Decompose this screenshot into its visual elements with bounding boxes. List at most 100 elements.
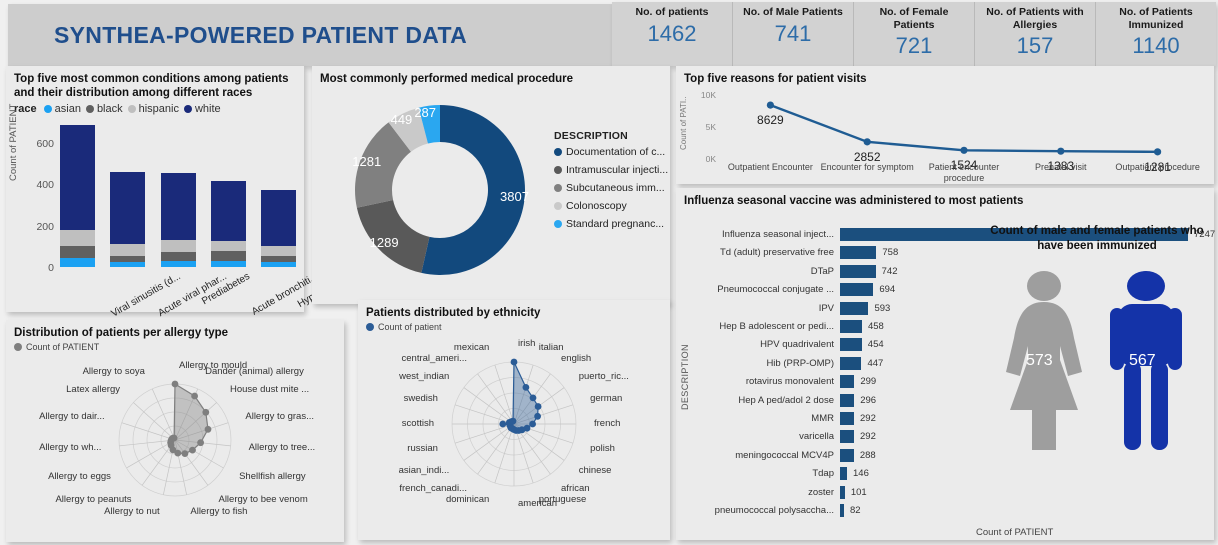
kpi-card-male-patients[interactable]: No. of Male Patients 741 — [733, 2, 854, 66]
vaccine-bar-row[interactable]: IPV 593 — [690, 300, 890, 317]
radar-data-point[interactable] — [499, 420, 507, 428]
vaccine-bar-row[interactable]: Pneumococcal conjugate ... 694 — [690, 281, 895, 298]
vaccine-bar-row[interactable]: MMR 292 — [690, 410, 876, 427]
donut-slice[interactable] — [355, 122, 411, 208]
legend-item[interactable]: Intramuscular injecti... — [554, 164, 668, 176]
bar-segment-black[interactable] — [160, 251, 196, 261]
kpi-card-immunized-patients[interactable]: No. of Patients Immunized 1140 — [1096, 2, 1216, 66]
vaccine-bar[interactable] — [840, 356, 862, 370]
vaccine-bar[interactable] — [840, 228, 1188, 242]
vaccine-bar-row[interactable]: HPV quadrivalent 454 — [690, 336, 884, 353]
radar-data-point[interactable] — [181, 450, 189, 458]
vaccine-bar[interactable] — [840, 467, 847, 481]
conditions-chart-card[interactable]: Top five most common conditions among pa… — [6, 66, 352, 320]
ethnicity-chart-card[interactable]: Patients distributed by ethnicity Count … — [358, 300, 670, 540]
radar-data-point[interactable] — [204, 425, 212, 433]
radar-data-point[interactable] — [189, 446, 196, 454]
bar-segment-asian[interactable] — [160, 260, 196, 268]
vaccine-bar-row[interactable]: rotavirus monovalent 299 — [690, 373, 876, 390]
conditions-bar[interactable] — [60, 124, 95, 268]
radar-data-point[interactable] — [202, 408, 210, 416]
vaccine-bar[interactable] — [840, 301, 869, 315]
radar-data-point[interactable] — [197, 439, 205, 447]
allergy-chart-card[interactable]: Distribution of patients per allergy typ… — [6, 320, 344, 542]
vaccine-bar-row[interactable]: Tdap 146 — [690, 465, 869, 482]
donut-slice[interactable] — [356, 200, 430, 273]
vaccine-bar-row[interactable]: pneumococcal polysaccha... 82 — [690, 502, 861, 519]
vaccine-bar-row[interactable]: Hep B adolescent or pedi... 458 — [690, 318, 884, 335]
legend-item-hispanic[interactable]: hispanic — [127, 103, 179, 115]
bar-segment-asian[interactable] — [110, 261, 146, 268]
line-data-point[interactable] — [1154, 148, 1162, 156]
vaccine-bar[interactable] — [840, 246, 877, 260]
bar-segment-black[interactable] — [210, 250, 246, 262]
radar-data-point[interactable] — [534, 403, 542, 410]
vaccine-chart-card[interactable]: Influenza seasonal vaccine was administe… — [676, 188, 1215, 540]
line-data-point[interactable] — [960, 146, 968, 154]
vaccine-bar[interactable] — [840, 504, 844, 518]
kpi-card-total-patients[interactable]: No. of patients 1462 — [612, 2, 733, 66]
vaccine-bar[interactable] — [840, 320, 862, 334]
vaccine-bar[interactable] — [840, 264, 876, 278]
vaccine-bar[interactable] — [840, 283, 874, 297]
vaccine-bar-row[interactable]: Td (adult) preservative free 758 — [690, 244, 898, 261]
radar-data-point[interactable] — [174, 449, 182, 457]
legend-item[interactable]: Colonoscopy — [554, 200, 668, 212]
bar-segment-white[interactable] — [160, 172, 196, 241]
legend-item[interactable]: Documentation of c... — [554, 146, 668, 158]
bar-segment-hispanic[interactable] — [60, 229, 95, 247]
donut-slice[interactable] — [418, 105, 440, 144]
vaccine-bar-row[interactable]: DTaP 742 — [690, 263, 897, 280]
line-data-point[interactable] — [766, 101, 774, 109]
bar-segment-hispanic[interactable] — [261, 245, 296, 256]
procedure-chart-card[interactable]: Most commonly performed medical procedur… — [312, 66, 670, 304]
bar-segment-black[interactable] — [60, 246, 95, 258]
legend-item-black[interactable]: black — [85, 103, 123, 115]
bar-segment-black[interactable] — [261, 255, 296, 263]
radar-data-point[interactable] — [529, 394, 537, 402]
radar-data-point[interactable] — [509, 417, 517, 425]
bar-segment-asian[interactable] — [210, 261, 246, 268]
bar-segment-asian[interactable] — [60, 257, 95, 268]
vaccine-bar[interactable] — [840, 485, 845, 499]
visits-chart-card[interactable]: Top five reasons for patient visits Coun… — [676, 66, 1214, 184]
vaccine-bar[interactable] — [840, 412, 855, 426]
radar-data-point[interactable] — [529, 420, 536, 428]
vaccine-bar-row[interactable]: Hep A ped/adol 2 dose 296 — [690, 392, 876, 409]
bar-segment-black[interactable] — [110, 255, 146, 262]
conditions-bar[interactable] — [261, 190, 296, 268]
bar-segment-white[interactable] — [261, 190, 296, 246]
kpi-card-allergy-patients[interactable]: No. of Patients with Allergies 157 — [975, 2, 1096, 66]
bar-segment-asian[interactable] — [261, 262, 296, 268]
bar-segment-white[interactable] — [210, 180, 246, 241]
bar-segment-white[interactable] — [110, 171, 146, 245]
vaccine-bar-row[interactable]: meningococcal MCV4P 288 — [690, 447, 876, 464]
line-data-point[interactable] — [1057, 147, 1065, 155]
radar-data-point[interactable] — [170, 434, 178, 442]
vaccine-bar[interactable] — [840, 448, 854, 462]
vaccine-bar-row[interactable]: varicella 292 — [690, 428, 876, 445]
legend-item-asian[interactable]: asian — [43, 103, 81, 115]
kpi-card-female-patients[interactable]: No. of Female Patients 721 — [854, 2, 975, 66]
vaccine-bar-row[interactable]: Influenza seasonal inject... 7247 — [690, 226, 1215, 243]
conditions-bar[interactable] — [210, 180, 246, 268]
radar-data-point[interactable] — [522, 384, 530, 391]
radar-data-point[interactable] — [534, 412, 541, 420]
donut-slice[interactable] — [421, 105, 526, 276]
radar-data-point[interactable] — [510, 358, 518, 366]
conditions-bar[interactable] — [160, 172, 196, 268]
vaccine-bar[interactable] — [840, 430, 855, 444]
bar-segment-hispanic[interactable] — [210, 240, 246, 251]
conditions-bar[interactable] — [110, 171, 146, 268]
bar-segment-hispanic[interactable] — [110, 244, 146, 256]
vaccine-bar-row[interactable]: zoster 101 — [690, 484, 867, 501]
legend-item[interactable]: Standard pregnanc... — [554, 218, 668, 230]
radar-data-point[interactable] — [171, 380, 179, 388]
legend-item-white[interactable]: white — [183, 103, 221, 115]
bar-segment-white[interactable] — [60, 124, 95, 230]
vaccine-bar[interactable] — [840, 393, 855, 407]
vaccine-bar-row[interactable]: Hib (PRP-OMP) 447 — [690, 355, 883, 372]
donut-slice[interactable] — [388, 107, 428, 152]
vaccine-bar[interactable] — [840, 338, 862, 352]
vaccine-bar[interactable] — [840, 375, 855, 389]
